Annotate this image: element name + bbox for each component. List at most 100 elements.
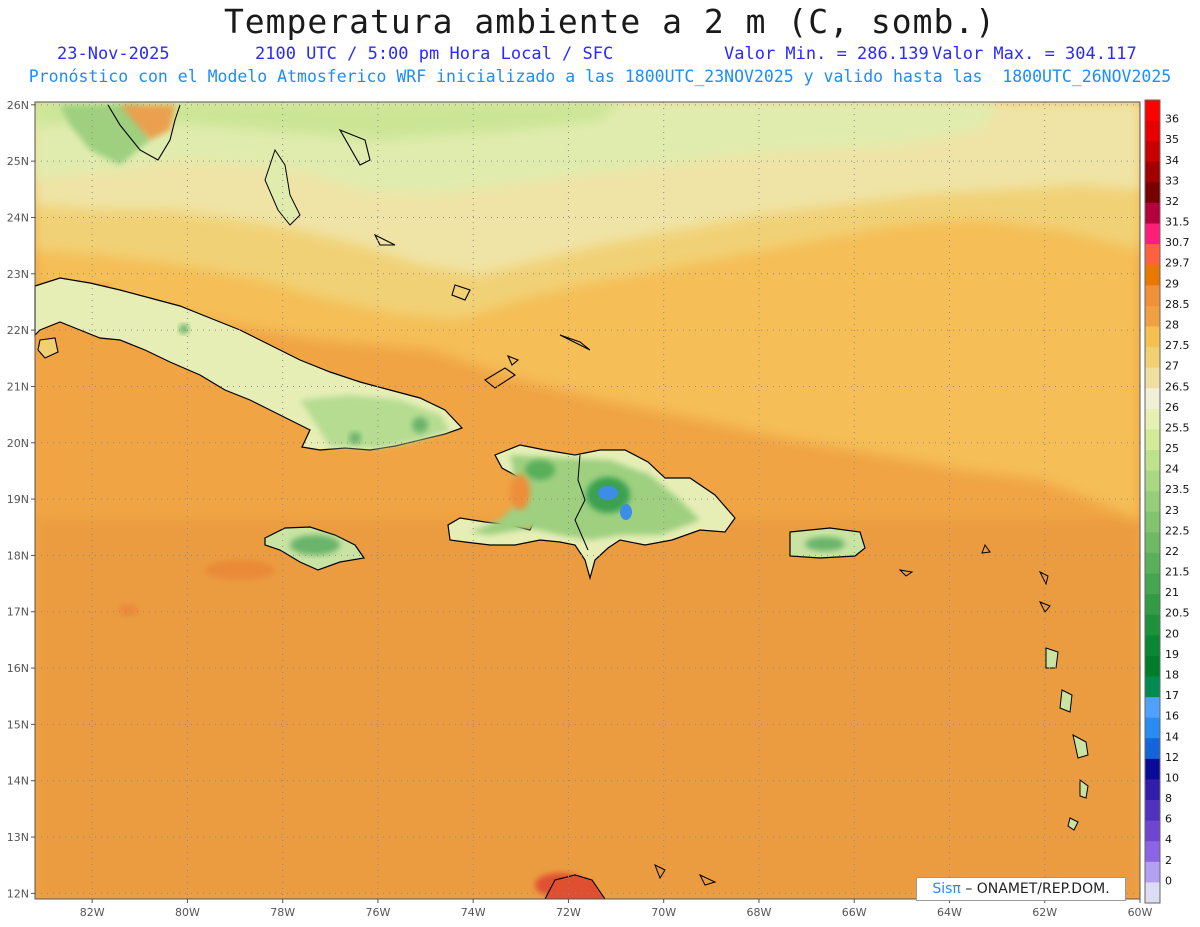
lat-tick-label: 21N [7, 380, 29, 393]
forecast-time: 2100 UTC / 5:00 pm Hora Local / SFC [255, 44, 614, 64]
legend-swatch [1145, 470, 1160, 492]
lat-tick-label: 18N [7, 549, 29, 562]
map-title: Temperatura ambiente a 2 m (C, somb.) [223, 2, 997, 41]
lon-tick-label: 70W [651, 906, 676, 919]
barbados-island [1079, 779, 1089, 799]
legend-swatch [1145, 552, 1160, 575]
lon-tick-label: 66W [842, 906, 867, 919]
lat-tick-label: 13N [7, 831, 29, 844]
legend-swatch [1145, 779, 1160, 801]
legend-label: 16 [1165, 710, 1179, 723]
st-lucia-island [1072, 734, 1089, 759]
lat-tick-label: 20N [7, 437, 29, 450]
max-value: Valor Max. = 304.117 [932, 44, 1137, 64]
lon-tick-label: 72W [556, 906, 581, 919]
legend-swatch [1145, 758, 1160, 780]
legend-label: 14 [1165, 730, 1179, 743]
lat-tick-label: 25N [7, 155, 29, 168]
legend-swatch [1145, 820, 1160, 842]
legend-label: 34 [1165, 154, 1179, 167]
credit-box: Sisπ – ONAMET/REP.DOM. [916, 877, 1126, 901]
legend-label: 28 [1165, 318, 1179, 331]
legend-label: 19 [1165, 648, 1179, 661]
legend-swatch [1145, 408, 1160, 430]
legend-label: 18 [1165, 669, 1179, 682]
legend-label: 12 [1165, 751, 1179, 764]
legend-swatch [1145, 614, 1160, 636]
lon-tick-label: 82W [80, 906, 105, 919]
legend-label: 23 [1165, 504, 1179, 517]
legend-swatch [1145, 264, 1160, 286]
legend-label: 2 [1165, 854, 1172, 867]
legend-swatch [1145, 223, 1160, 245]
legend-label: 17 [1165, 689, 1179, 702]
legend-swatch [1145, 429, 1160, 451]
lat-tick-label: 17N [7, 606, 29, 619]
legend-swatch [1145, 347, 1160, 369]
legend-swatch [1145, 717, 1160, 739]
legend-swatch [1145, 635, 1160, 657]
andros-island [264, 148, 301, 226]
legend-label: 27.5 [1165, 339, 1190, 352]
lat-tick-label: 24N [7, 211, 29, 224]
legend-swatch [1145, 450, 1160, 472]
legend-swatch [1145, 367, 1160, 389]
legend-swatch [1145, 100, 1160, 122]
legend-label: 31.5 [1165, 216, 1190, 229]
legend-label: 26 [1165, 401, 1179, 414]
legend-label: 21 [1165, 586, 1179, 599]
forecast-info: Pronóstico con el Modelo Atmosferico WRF… [28, 67, 1172, 86]
land-masses [34, 104, 1089, 900]
sispi-logo: Sisπ [932, 881, 961, 897]
legend-swatch [1145, 655, 1160, 678]
legend-label: 29 [1165, 277, 1179, 290]
legend-swatch [1145, 697, 1160, 719]
lon-tick-label: 80W [175, 906, 200, 919]
lat-tick-label: 22N [7, 324, 29, 337]
legend-label: 25.5 [1165, 421, 1190, 434]
lon-tick-label: 74W [461, 906, 486, 919]
legend-label: 23.5 [1165, 483, 1190, 496]
color-legend: 363534333231.530.729.72928.52827.52726.5… [1144, 99, 1190, 904]
legend-swatch [1145, 491, 1160, 513]
guadeloupe-island [1045, 647, 1059, 669]
lat-tick-label: 23N [7, 268, 29, 281]
legend-label: 20 [1165, 627, 1179, 640]
legend-label: 27 [1165, 360, 1179, 373]
legend-swatch [1145, 388, 1160, 410]
legend-label: 4 [1165, 833, 1172, 846]
lon-tick-label: 64W [937, 906, 962, 919]
lat-tick-label: 16N [7, 662, 29, 675]
legend-swatch [1145, 326, 1160, 348]
lat-tick-label: 15N [7, 718, 29, 731]
isla-juventud [37, 337, 59, 359]
legend-swatch [1145, 882, 1160, 904]
lon-tick-label: 76W [365, 906, 390, 919]
legend-swatch [1145, 676, 1160, 698]
legend-label: 35 [1165, 133, 1179, 146]
lat-tick-label: 12N [7, 887, 29, 900]
legend-swatch [1145, 120, 1160, 142]
legend-swatch [1145, 861, 1160, 883]
martinique-island [1059, 689, 1073, 713]
legend-label: 29.7 [1165, 257, 1190, 270]
florida-coast [107, 104, 181, 161]
lat-tick-label: 26N [7, 99, 29, 112]
legend-label: 10 [1165, 771, 1179, 784]
legend-label: 26.5 [1165, 380, 1190, 393]
legend-swatch [1145, 161, 1160, 183]
temperature-field [35, 102, 1140, 899]
legend-label: 36 [1165, 113, 1179, 126]
legend-label: 20.5 [1165, 607, 1190, 620]
legend-frame [1144, 99, 1161, 904]
legend-label: 30.7 [1165, 236, 1190, 249]
lon-tick-label: 62W [1032, 906, 1057, 919]
legend-swatch [1145, 573, 1160, 595]
legend-label: 0 [1165, 874, 1172, 887]
lat-tick-label: 14N [7, 775, 29, 788]
legend-swatch [1145, 141, 1160, 163]
legend-label: 22.5 [1165, 524, 1190, 537]
legend-label: 25 [1165, 442, 1179, 455]
lon-tick-label: 60W [1128, 906, 1153, 919]
